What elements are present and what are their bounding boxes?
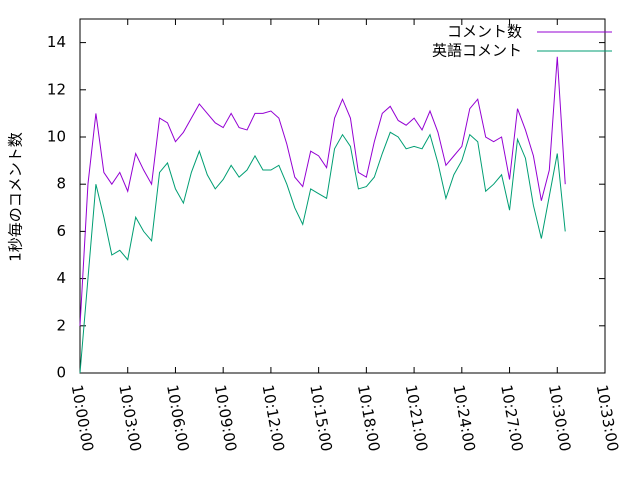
- x-tick-label: 10:06:00: [163, 383, 192, 452]
- legend-label: コメント数: [447, 23, 522, 41]
- series-line: [79, 131, 566, 374]
- x-tick-label: 10:30:00: [545, 383, 574, 452]
- y-tick-label: 12: [47, 80, 66, 98]
- y-tick-label: 4: [56, 269, 66, 287]
- x-tick-label: 10:18:00: [354, 383, 383, 452]
- y-tick-label: 2: [56, 316, 66, 334]
- y-tick-label: 8: [56, 175, 66, 193]
- x-tick-label: 10:27:00: [497, 383, 526, 452]
- x-tick-label: 10:15:00: [306, 383, 335, 452]
- x-tick-label: 10:09:00: [211, 383, 240, 452]
- y-tick-label: 6: [56, 222, 66, 240]
- y-tick-label: 14: [47, 33, 66, 51]
- x-tick-label: 10:21:00: [402, 383, 431, 452]
- series-line: [79, 56, 566, 326]
- x-tick-label: 10:24:00: [449, 383, 478, 452]
- y-tick-label: 0: [56, 364, 66, 382]
- y-tick-label: 10: [47, 128, 66, 146]
- x-tick-label: 10:00:00: [68, 383, 97, 452]
- x-tick-label: 10:12:00: [259, 383, 288, 452]
- y-axis-label: 1秒毎のコメント数: [7, 132, 25, 262]
- x-tick-label: 10:33:00: [593, 383, 622, 452]
- legend-label: 英語コメント: [432, 42, 522, 60]
- plot-frame: [79, 18, 606, 374]
- x-tick-label: 10:03:00: [115, 383, 144, 452]
